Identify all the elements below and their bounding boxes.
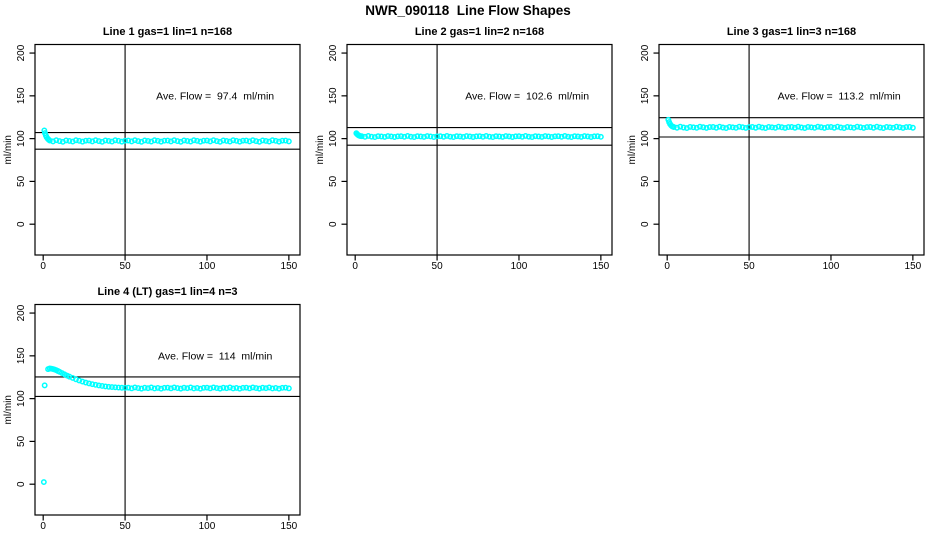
x-tick-label: 100: [199, 261, 216, 272]
plot-box: [34, 43, 301, 256]
panel-title: Line 3 gas=1 lin=3 n=168: [727, 26, 856, 38]
plot-panel-line-2: Line 2 gas=1 lin=2 n=168 0 50 100 150 200 0 50 1…: [312, 20, 624, 280]
panel-title: Line 2 gas=1 lin=2 n=168: [415, 26, 544, 38]
plot-canvas-line-2: Line 2 gas=1 lin=2 n=168 0 50 100 150 200 0 50 1…: [315, 26, 613, 272]
x-tick-label: 100: [511, 261, 528, 272]
y-axis-label: ml/min: [3, 135, 14, 164]
ave-flow-annotation: Ave. Flow = 113.2 ml/min: [778, 90, 901, 102]
y-tick-label: 150: [328, 87, 339, 104]
x-tick-label: 50: [120, 261, 132, 272]
plot-canvas-line-4: Line 4 (LT) gas=1 lin=4 n=3 0 50 100 150 200 0…: [3, 286, 301, 532]
empty-panel-2: [624, 280, 936, 540]
data-points: [665, 116, 916, 131]
x-tick-label: 0: [352, 261, 358, 272]
plot-box: [34, 303, 301, 516]
y-tick-label: 100: [328, 130, 339, 147]
plot-box: [658, 43, 925, 256]
x-tick-label: 50: [744, 261, 756, 272]
x-tick-label: 150: [905, 261, 922, 272]
plot-panel-line-3: Line 3 gas=1 lin=3 n=168 0 50 100 150 200 0 50 1…: [624, 20, 936, 280]
plot-canvas-line-1: Line 1 gas=1 lin=1 n=168 0 50 100 150 200 0 50 1…: [3, 26, 301, 272]
y-tick-label: 150: [16, 87, 27, 104]
plot-panel-line-4: Line 4 (LT) gas=1 lin=4 n=3 0 50 100 150 200 0…: [0, 280, 312, 540]
x-tick-label: 100: [199, 521, 216, 532]
y-axis-label: ml/min: [3, 395, 14, 424]
y-tick-label: 200: [16, 304, 27, 321]
y-axis-label: ml/min: [315, 135, 326, 164]
x-tick-label: 50: [432, 261, 444, 272]
y-tick-label: 100: [640, 130, 651, 147]
ave-flow-annotation: Ave. Flow = 97.4 ml/min: [156, 90, 274, 102]
ave-flow-annotation: Ave. Flow = 114 ml/min: [158, 350, 272, 362]
plot-panel-line-1: Line 1 gas=1 lin=1 n=168 0 50 100 150 200 0 50 1…: [0, 20, 312, 280]
y-tick-label: 50: [16, 435, 27, 447]
empty-panel-1: [312, 280, 624, 540]
data-points: [40, 365, 292, 486]
x-tick-label: 150: [281, 521, 298, 532]
y-tick-label: 150: [16, 347, 27, 364]
x-tick-label: 0: [40, 261, 46, 272]
panel-title: Line 1 gas=1 lin=1 n=168: [103, 26, 232, 38]
plot-box: [346, 43, 613, 256]
ave-flow-annotation: Ave. Flow = 102.6 ml/min: [465, 90, 589, 102]
y-tick-label: 0: [16, 221, 27, 227]
y-tick-label: 100: [16, 130, 27, 147]
y-axis-label: ml/min: [627, 135, 638, 164]
y-tick-label: 200: [328, 44, 339, 61]
data-points: [353, 130, 604, 141]
data-points: [41, 127, 292, 145]
y-tick-label: 50: [640, 175, 651, 187]
y-tick-label: 50: [16, 175, 27, 187]
y-tick-label: 200: [16, 44, 27, 61]
x-tick-label: 50: [120, 521, 132, 532]
y-tick-label: 0: [640, 221, 651, 227]
y-tick-label: 0: [328, 221, 339, 227]
y-tick-label: 150: [640, 87, 651, 104]
panel-title: Line 4 (LT) gas=1 lin=4 n=3: [97, 286, 237, 298]
y-tick-label: 200: [640, 44, 651, 61]
y-tick-label: 50: [328, 175, 339, 187]
plot-canvas-line-3: Line 3 gas=1 lin=3 n=168 0 50 100 150 200 0 50 1…: [627, 26, 925, 272]
x-tick-label: 150: [593, 261, 610, 272]
x-tick-label: 150: [281, 261, 298, 272]
x-tick-label: 100: [823, 261, 840, 272]
x-tick-label: 0: [40, 521, 46, 532]
x-tick-label: 0: [664, 261, 670, 272]
y-tick-label: 0: [16, 481, 27, 487]
figure-title: NWR_090118 Line Flow Shapes: [365, 3, 571, 18]
y-tick-label: 100: [16, 390, 27, 407]
